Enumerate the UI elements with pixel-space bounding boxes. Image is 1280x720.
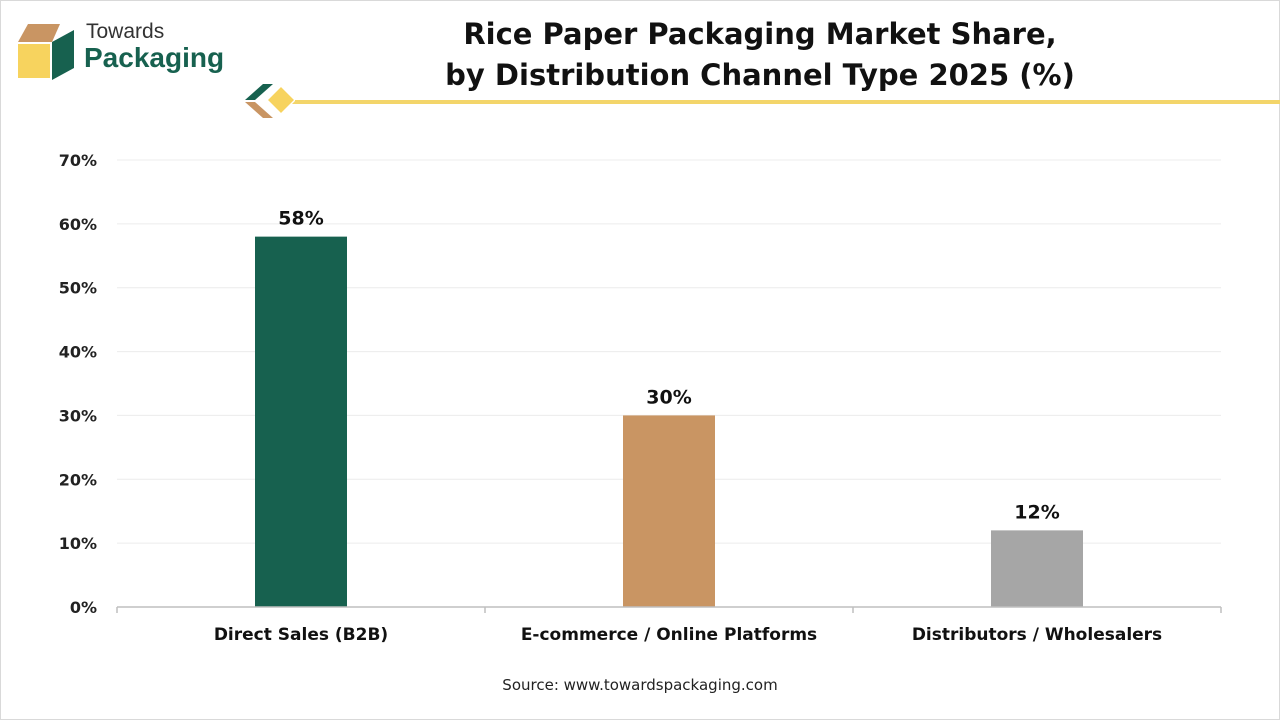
bar <box>255 236 347 607</box>
brand-name-line1: Towards <box>86 20 165 43</box>
diamond-decoration-icon <box>245 84 295 118</box>
chart-title-line1: Rice Paper Packaging Market Share, <box>463 17 1057 51</box>
y-tick-label: 70% <box>59 151 97 170</box>
brand-logo <box>16 20 246 84</box>
y-tick-label: 50% <box>59 279 97 298</box>
box-logo-icon <box>18 24 74 80</box>
bar <box>623 415 715 607</box>
y-tick-label: 0% <box>70 598 97 617</box>
y-tick-label: 60% <box>59 215 97 234</box>
x-tick-label: Distributors / Wholesalers <box>912 625 1162 645</box>
bar-value-label: 12% <box>1014 501 1059 523</box>
y-tick-label: 20% <box>59 470 97 489</box>
x-tick-label: E-commerce / Online Platforms <box>521 625 817 645</box>
y-tick-label: 40% <box>59 343 97 362</box>
bar-value-label: 58% <box>278 208 323 230</box>
y-tick-label: 30% <box>59 406 97 425</box>
chart-title: Rice Paper Packaging Market Share, by Di… <box>300 14 1220 96</box>
y-tick-label: 10% <box>59 534 97 553</box>
x-tick-label: Direct Sales (B2B) <box>214 625 388 645</box>
chart-title-line2: by Distribution Channel Type 2025 (%) <box>445 58 1075 92</box>
title-underline <box>282 100 1280 104</box>
source-note: Source: www.towardspackaging.com <box>502 676 778 694</box>
brand-name-line2: Packaging <box>84 42 225 73</box>
bar-value-label: 30% <box>646 386 691 408</box>
bar <box>991 530 1083 607</box>
